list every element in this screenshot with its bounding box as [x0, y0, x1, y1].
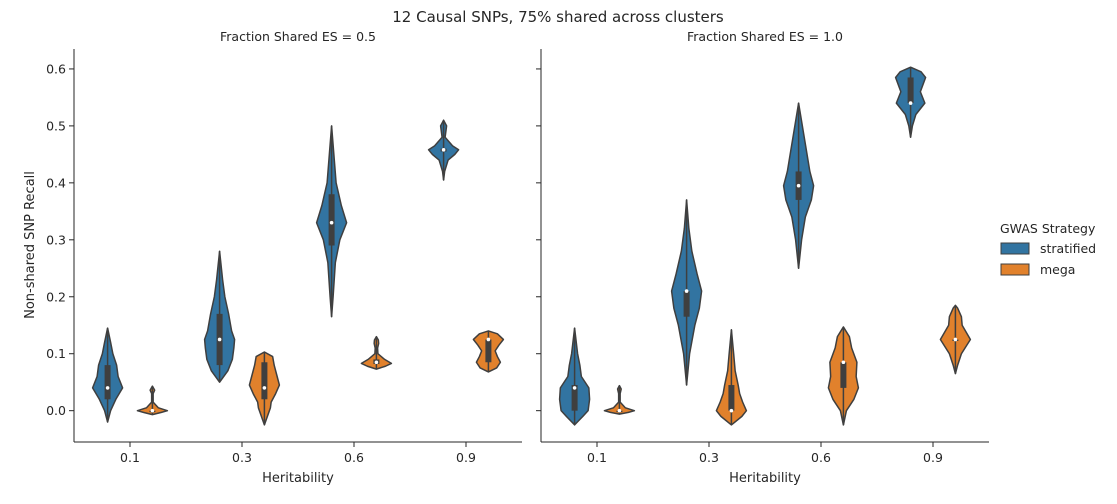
violin-median-point [329, 220, 334, 225]
violin-iqr-box [840, 362, 847, 388]
violin-median-point [796, 183, 801, 188]
y-tick-label: 0.2 [46, 289, 66, 304]
legend-swatch-stratified [1000, 242, 1030, 255]
y-tick-label: 0.5 [46, 118, 66, 133]
violin-stratified-h01 [558, 327, 591, 426]
violin-median-point [150, 408, 155, 413]
panel-2: Fraction Shared ES = 1.0 0.1 0.3 0.6 0.9 Heri… [536, 29, 989, 486]
violin-iqr-box [485, 339, 492, 363]
y-tick-label: 0.3 [46, 232, 66, 247]
legend: GWAS Strategy stratified mega [1000, 221, 1096, 277]
violin-median-point [572, 386, 577, 390]
violin-mega-h03 [715, 329, 748, 426]
violin-stratified-h01 [91, 327, 124, 423]
violin-stratified-h09 [427, 119, 460, 181]
violin-median-point [374, 360, 379, 365]
x-tick-label: 0.6 [344, 450, 364, 465]
y-tick-label: 0.0 [46, 403, 66, 418]
x-tick-label: 0.9 [456, 450, 476, 465]
violin-stratified-h06 [782, 102, 815, 270]
y-tick-label: 0.4 [46, 175, 66, 190]
panel-title: Fraction Shared ES = 1.0 [687, 29, 843, 44]
x-axis-label: Heritability [262, 471, 334, 486]
violin-median-point [953, 337, 958, 342]
violin-iqr-box [728, 385, 735, 411]
legend-label-stratified: stratified [1040, 241, 1096, 256]
violin-mega-h09 [939, 304, 972, 375]
violin-mega-h06 [827, 326, 860, 426]
violin-iqr-box [328, 194, 335, 246]
violin-iqr-box [907, 77, 914, 104]
violin-stratified-h09 [894, 66, 927, 139]
legend-swatch-mega [1000, 263, 1030, 276]
violin-stratified-h03 [203, 250, 236, 383]
violin-mega-h03 [248, 351, 281, 426]
violin-median-point [617, 408, 622, 413]
violin-mega-h01 [603, 384, 636, 415]
violin-median-point [441, 148, 446, 152]
violin-median-point [486, 337, 491, 342]
violin-iqr-box [683, 291, 690, 317]
violin-median-point [262, 386, 267, 390]
x-tick-label: 0.3 [232, 450, 252, 465]
x-tick-label: 0.1 [120, 450, 140, 465]
chart-title: 12 Causal SNPs, 75% shared across cluste… [392, 8, 724, 26]
x-tick-label: 0.3 [699, 450, 719, 465]
x-axis-label: Heritability [729, 471, 801, 486]
violin-median-point [908, 101, 913, 105]
y-axis-label: Non-shared SNP Recall [23, 171, 38, 319]
panel-1: Fraction Shared ES = 0.5 0.0 0.1 0.2 0.3 0.4 0… [46, 29, 522, 486]
violin-mega-h06 [360, 335, 393, 370]
violin-iqr-box [104, 365, 111, 400]
panels-layer: Fraction Shared ES = 0.5 0.0 0.1 0.2 0.3 0.4 0… [23, 29, 989, 486]
violin-median-point [841, 360, 846, 365]
violin-median-point [684, 289, 689, 293]
x-tick-label: 0.6 [811, 450, 831, 465]
y-tick-label: 0.1 [46, 346, 66, 361]
violin-median-point [729, 408, 734, 413]
violin-median-point [105, 386, 110, 390]
x-tick-label: 0.1 [587, 450, 607, 465]
violin-mega-h09 [472, 330, 505, 373]
y-tick-label: 0.6 [46, 61, 66, 76]
violin-stratified-h06 [315, 125, 348, 318]
violin-median-point [217, 337, 222, 342]
violin-iqr-box [571, 385, 578, 411]
violin-stratified-h03 [670, 199, 703, 386]
panel-title: Fraction Shared ES = 0.5 [220, 29, 376, 44]
violin-mega-h01 [136, 385, 169, 416]
legend-title: GWAS Strategy [1000, 221, 1096, 236]
legend-label-mega: mega [1040, 262, 1075, 277]
violin-iqr-box [261, 362, 268, 400]
x-tick-label: 0.9 [923, 450, 943, 465]
